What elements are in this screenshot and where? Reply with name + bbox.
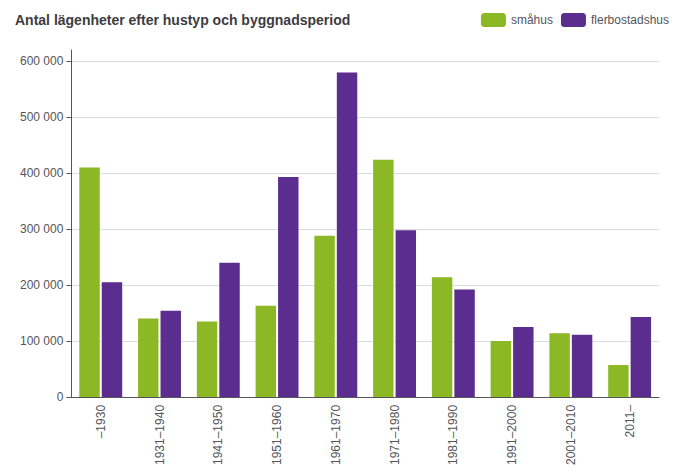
svg-text:400 000: 400 000 <box>20 166 64 180</box>
svg-text:1981–1990: 1981–1990 <box>446 405 460 465</box>
svg-text:0: 0 <box>57 390 64 404</box>
svg-text:1951–1960: 1951–1960 <box>270 405 284 465</box>
svg-text:1931–1940: 1931–1940 <box>153 405 167 465</box>
svg-text:1971–1980: 1971–1980 <box>388 405 402 465</box>
svg-text:2001–2010: 2001–2010 <box>564 405 578 465</box>
svg-text:–1930: –1930 <box>94 405 108 439</box>
svg-text:småhus: småhus <box>511 13 553 27</box>
svg-text:600 000: 600 000 <box>20 54 64 68</box>
svg-text:500 000: 500 000 <box>20 110 64 124</box>
svg-text:200 000: 200 000 <box>20 278 64 292</box>
svg-text:1961–1970: 1961–1970 <box>329 405 343 465</box>
svg-text:2011–: 2011– <box>623 405 637 438</box>
svg-text:100 000: 100 000 <box>20 334 64 348</box>
svg-text:flerbostadshus: flerbostadshus <box>591 13 669 27</box>
svg-text:1991–2000: 1991–2000 <box>505 405 519 465</box>
svg-text:1941–1950: 1941–1950 <box>211 405 225 465</box>
svg-text:Antal lägenheter efter hustyp: Antal lägenheter efter hustyp och byggna… <box>15 12 350 28</box>
svg-text:300 000: 300 000 <box>20 222 64 236</box>
